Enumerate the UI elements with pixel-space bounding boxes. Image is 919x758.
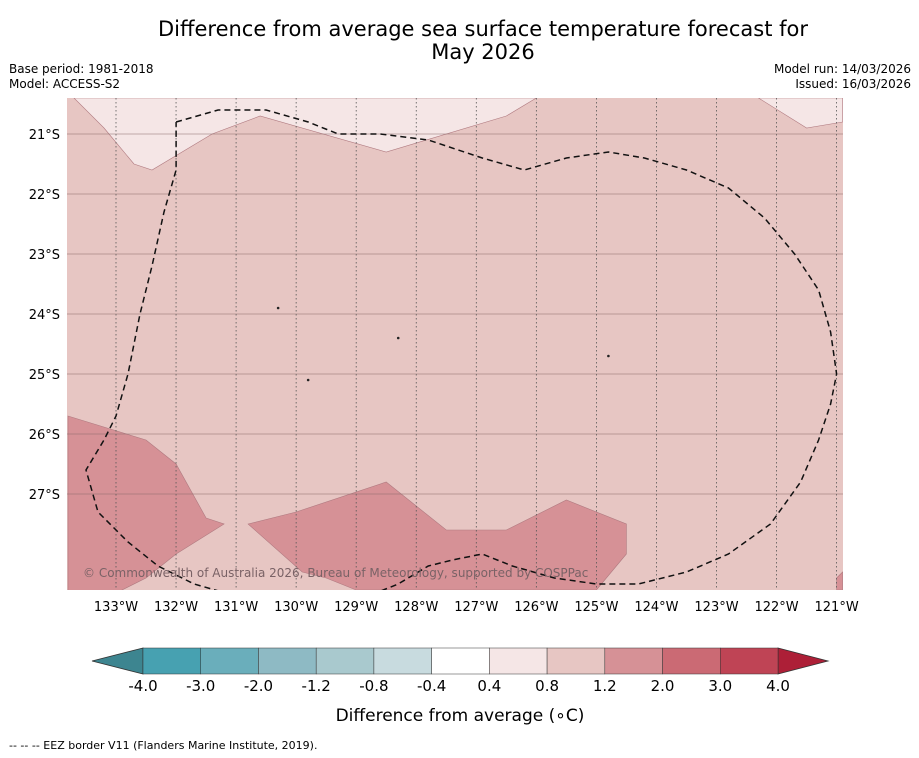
model-run: Model run: 14/03/2026 <box>773 62 911 76</box>
colorbar-tick-label: 2.0 <box>651 677 675 695</box>
y-tick-label: 25°S <box>29 368 60 383</box>
chart-title-line2: May 2026 <box>431 40 535 64</box>
colorbar-segment <box>142 647 201 675</box>
x-tick-label: 125°W <box>574 600 618 615</box>
anomaly-0.4-to-0.8-northeast <box>757 98 843 129</box>
colorbar-extend-high <box>777 647 830 675</box>
island-small-d <box>607 354 610 358</box>
y-tick-label: 23°S <box>29 248 60 263</box>
colorbar-tick-label: -4.0 <box>128 677 157 695</box>
eez-footnote: -- -- -- EEZ border V11 (Flanders Marine… <box>9 739 318 752</box>
colorbar-tick-label: 4.0 <box>766 677 790 695</box>
model-name: Model: ACCESS-S2 <box>9 77 121 91</box>
colorbar-tick-label: 3.0 <box>708 677 732 695</box>
chart-title-line1: Difference from average sea surface temp… <box>158 17 808 41</box>
anomaly-1.2-to-2.0-west <box>67 415 225 590</box>
y-tick-label: 21°S <box>29 128 60 143</box>
x-tick-label: 130°W <box>274 600 318 615</box>
meta-left: Base period: 1981-2018 Model: ACCESS-S2 <box>9 62 154 92</box>
plot-area: © Commonwealth of Australia 2026, Bureau… <box>67 98 843 590</box>
island-small-a <box>276 306 280 310</box>
colorbar-tick-label: -0.8 <box>359 677 388 695</box>
colorbar-label: Difference from average (∘C) <box>336 706 585 726</box>
colorbar-tick-label: -3.0 <box>186 677 215 695</box>
x-tick-label: 126°W <box>514 600 558 615</box>
anomaly-1.2-to-2.0-south <box>247 481 627 590</box>
colorbar-segment <box>546 647 606 675</box>
colorbar-segment <box>720 647 779 675</box>
colorbar-tick-label: 0.4 <box>477 677 501 695</box>
y-tick-label: 27°S <box>29 488 60 503</box>
x-tick-label: 133°W <box>94 600 138 615</box>
colorbar-extend-low <box>91 647 144 675</box>
colorbar-tick-label: 0.8 <box>535 677 559 695</box>
colorbar-tick-label: -1.2 <box>302 677 331 695</box>
x-tick-label: 124°W <box>634 600 678 615</box>
base-period: Base period: 1981-2018 <box>9 62 154 76</box>
x-tick-label: 121°W <box>815 600 859 615</box>
colorbar-tick-label: -2.0 <box>244 677 273 695</box>
island-small-b <box>396 336 400 340</box>
colorbar-segment <box>604 647 663 675</box>
colorbar-segment <box>489 647 548 675</box>
colorbar-segment <box>258 647 317 675</box>
anomaly-0.4-to-0.8-north <box>73 98 537 171</box>
y-tick-label: 24°S <box>29 308 60 323</box>
colorbar-tick-label: 1.2 <box>593 677 617 695</box>
x-tick-label: 129°W <box>334 600 378 615</box>
x-tick-label: 123°W <box>694 600 738 615</box>
x-tick-label: 128°W <box>394 600 438 615</box>
x-tick-label: 127°W <box>454 600 498 615</box>
colorbar-tick-label: -0.4 <box>417 677 446 695</box>
colorbar-segment <box>315 647 375 675</box>
y-tick-label: 26°S <box>29 428 60 443</box>
y-tick-label: 22°S <box>29 188 60 203</box>
colorbar-segment <box>662 647 721 675</box>
x-tick-label: 122°W <box>754 600 798 615</box>
eez-border <box>85 109 838 590</box>
meta-right: Model run: 14/03/2026 Issued: 16/03/2026 <box>774 62 911 92</box>
colorbar-segment <box>431 647 490 675</box>
chart-title: Difference from average sea surface temp… <box>0 18 919 64</box>
issued-date: Issued: 16/03/2026 <box>795 77 911 91</box>
colorbar-segment <box>373 647 432 675</box>
x-tick-label: 132°W <box>154 600 198 615</box>
colorbar-segment <box>200 647 259 675</box>
copyright-watermark: © Commonwealth of Australia 2026, Bureau… <box>83 566 588 580</box>
island-small-c <box>306 378 310 382</box>
x-tick-label: 131°W <box>214 600 258 615</box>
